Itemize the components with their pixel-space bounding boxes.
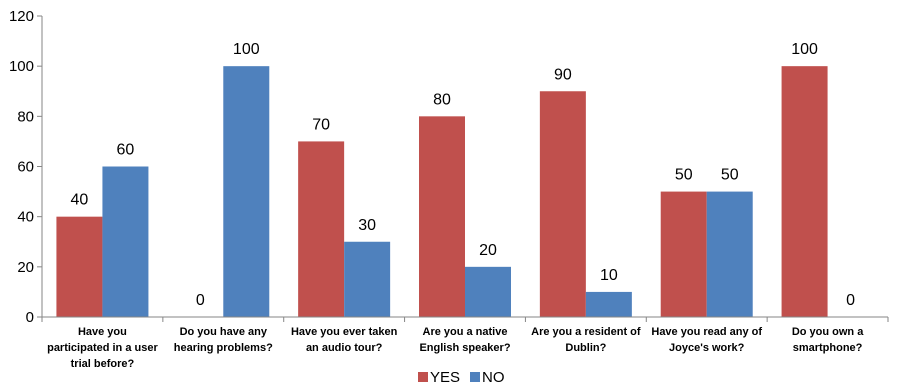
legend-swatch: [470, 372, 480, 382]
data-label: 100: [233, 41, 260, 58]
data-label: 70: [312, 116, 330, 133]
legend-label: YES: [430, 369, 460, 386]
x-category-label: Do you have any hearing problems?: [174, 326, 273, 354]
data-label: 90: [554, 66, 572, 83]
x-category-label: Are you a resident of Dublin?: [531, 326, 641, 354]
x-category-label: Have you participated in a user trial befo…: [47, 326, 158, 370]
y-tick-label: 80: [17, 108, 34, 125]
x-axis: Have you participated in a user trial befo…: [41, 316, 889, 370]
bar-yes: [298, 141, 345, 317]
bar-no: [706, 191, 753, 317]
y-tick-label: 60: [17, 159, 34, 176]
data-label: 100: [791, 41, 818, 58]
data-label: 40: [71, 192, 89, 209]
bar-yes: [660, 191, 707, 317]
bar-no: [102, 166, 149, 317]
data-label: 0: [846, 292, 855, 309]
data-label: 0: [196, 292, 205, 309]
x-category-label: Have you ever taken an audio tour?: [291, 326, 398, 354]
data-label: 20: [479, 242, 497, 259]
bar-no: [585, 291, 632, 317]
bar-no: [344, 241, 391, 317]
legend-swatch: [418, 372, 428, 382]
data-label: 80: [433, 91, 451, 108]
legend: YES NO: [418, 369, 505, 386]
bar-no: [465, 266, 511, 317]
y-axis: 0 20 40 60 80 100 120: [9, 8, 43, 326]
bar-yes: [781, 66, 828, 318]
y-tick-label: 100: [9, 58, 34, 75]
y-tick-label: 40: [17, 209, 34, 226]
data-label: 60: [117, 142, 135, 159]
data-label: 10: [600, 267, 618, 284]
y-tick-label: 120: [9, 8, 34, 25]
y-tick-label: 20: [17, 259, 34, 276]
legend-item-yes: YES: [418, 369, 460, 386]
x-category-label: Have you read any of Joyce's work?: [651, 326, 762, 354]
bar-yes: [419, 116, 465, 317]
x-category-label: Are you a native English speaker?: [419, 326, 510, 354]
bar-yes: [56, 216, 103, 317]
legend-label: NO: [482, 369, 505, 386]
bar-yes: [539, 91, 586, 317]
y-tick-label: 0: [26, 309, 34, 326]
data-labels: 40 60 0 100 70 30 80 20 90 10 50 50 100 0: [71, 41, 856, 309]
bars: [56, 66, 828, 318]
data-label: 30: [358, 217, 376, 234]
bar-no: [223, 66, 270, 318]
legend-item-no: NO: [470, 369, 505, 386]
data-label: 50: [675, 167, 693, 184]
data-label: 50: [721, 167, 739, 184]
x-category-label: Do you own a smartphone?: [792, 326, 864, 354]
